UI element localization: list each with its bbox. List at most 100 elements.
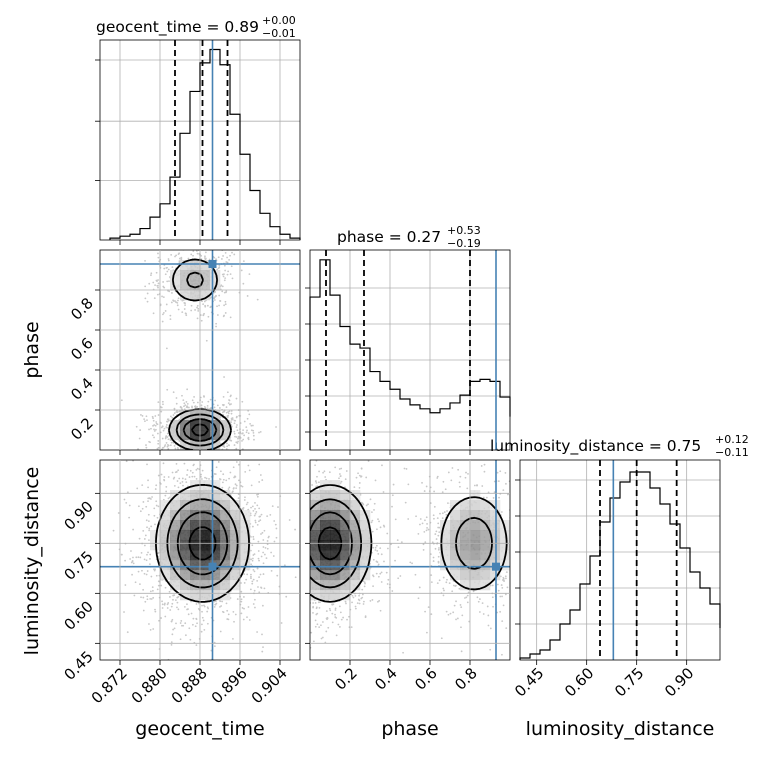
scatter-point <box>241 607 244 609</box>
density-cell <box>240 540 251 551</box>
scatter-point <box>166 420 168 423</box>
scatter-point <box>254 507 256 510</box>
scatter-point <box>261 633 263 636</box>
scatter-point <box>243 607 245 610</box>
scatter-point <box>170 457 172 459</box>
scatter-point <box>178 477 181 480</box>
scatter-point <box>297 526 299 528</box>
density-cell <box>190 510 201 521</box>
scatter-point <box>345 470 348 472</box>
scatter-point <box>419 523 421 526</box>
scatter-point <box>198 602 200 605</box>
scatter-point <box>233 422 236 425</box>
scatter-point <box>157 551 160 554</box>
scatter-point <box>240 269 243 272</box>
scatter-point <box>504 593 507 596</box>
scatter-point <box>262 646 264 648</box>
scatter-point <box>248 413 251 416</box>
scatter-point <box>184 457 186 459</box>
scatter-point <box>197 307 200 310</box>
density-cell <box>210 410 221 421</box>
scatter-point <box>228 259 230 261</box>
scatter-point <box>256 298 259 301</box>
scatter-point <box>381 464 383 467</box>
scatter-point <box>208 258 211 261</box>
scatter-point <box>219 630 222 633</box>
contour-line <box>182 418 218 442</box>
scatter-point <box>146 526 148 529</box>
scatter-point <box>215 602 218 605</box>
scatter-point <box>153 436 155 439</box>
scatter-point <box>266 540 269 542</box>
scatter-point <box>460 606 463 609</box>
scatter-point <box>341 437 343 439</box>
density-cell <box>180 260 191 271</box>
scatter-point <box>244 496 246 499</box>
scatter-point <box>295 555 297 557</box>
scatter-point <box>302 519 304 521</box>
scatter-point <box>145 446 148 449</box>
scatter-point <box>258 591 261 594</box>
scatter-point <box>425 485 428 488</box>
scatter-point <box>437 548 440 551</box>
scatter-point <box>215 466 218 469</box>
scatter-point <box>492 605 494 608</box>
scatter-point <box>216 314 219 316</box>
scatter-point <box>136 487 139 490</box>
scatter-point <box>251 505 254 508</box>
scatter-point <box>250 424 253 427</box>
scatter-point <box>189 469 192 472</box>
scatter-point <box>214 603 217 606</box>
scatter-point <box>157 414 160 416</box>
scatter-point <box>266 515 269 518</box>
scatter-point <box>249 422 252 425</box>
scatter-point <box>150 525 153 528</box>
scatter-point <box>144 285 147 288</box>
scatter-point <box>275 445 277 447</box>
scatter-point <box>222 666 224 668</box>
scatter-point <box>235 461 238 463</box>
scatter-point <box>235 397 238 400</box>
scatter-point <box>184 478 187 481</box>
scatter-point <box>173 594 176 597</box>
scatter-point <box>173 627 176 630</box>
scatter-point <box>228 444 230 447</box>
scatter-point <box>411 562 413 565</box>
scatter-point <box>363 600 365 603</box>
scatter-point <box>160 617 163 619</box>
scatter-point <box>125 460 128 463</box>
scatter-point <box>141 415 144 417</box>
scatter-point <box>285 595 288 598</box>
scatter-point <box>183 467 185 469</box>
scatter-point <box>310 678 312 680</box>
scatter-point <box>240 600 243 603</box>
scatter-point <box>177 451 179 453</box>
scatter-point <box>240 484 243 487</box>
scatter-point <box>243 420 246 423</box>
scatter-point <box>233 419 236 422</box>
scatter-point <box>202 314 205 316</box>
density-cell <box>220 560 231 571</box>
density-cell <box>240 530 251 541</box>
scatter-point <box>225 457 227 459</box>
scatter-point <box>502 455 504 457</box>
scatter-point <box>303 568 305 570</box>
scatter-point <box>184 404 187 407</box>
scatter-point <box>307 541 309 543</box>
scatter-point <box>231 277 234 280</box>
hist-panel-phase <box>305 249 511 455</box>
scatter-point <box>301 580 303 582</box>
scatter-point <box>152 596 155 599</box>
ylabel-phase: phase <box>21 321 43 378</box>
scatter-point <box>181 311 184 314</box>
scatter-point <box>135 556 138 559</box>
scatter-point <box>145 505 148 508</box>
density-cell <box>190 550 201 561</box>
hist-panel-luminosity_distance <box>515 459 721 665</box>
scatter-point <box>506 586 509 589</box>
scatter-point <box>153 568 155 571</box>
x-tick-label: 0.872 <box>88 664 131 707</box>
scatter-point <box>248 273 251 276</box>
scatter-point <box>155 421 158 423</box>
scatter-point <box>219 300 222 302</box>
